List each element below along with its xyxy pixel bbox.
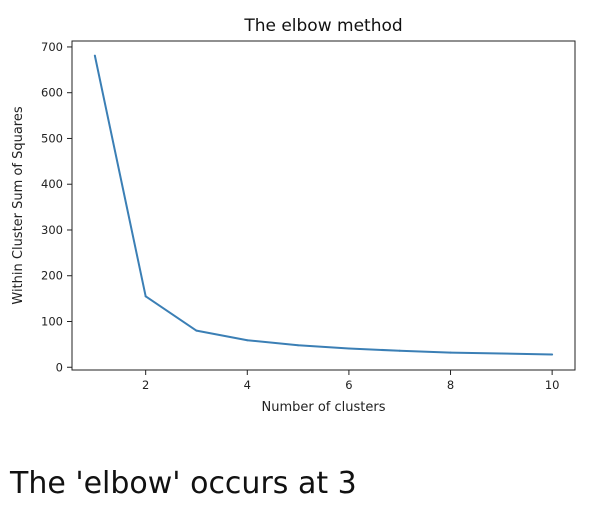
data-point	[347, 347, 350, 350]
x-tick-label: 10	[545, 378, 560, 392]
y-tick-label: 700	[41, 40, 63, 54]
data-point	[246, 339, 249, 342]
data-point	[500, 352, 503, 355]
y-tick-label: 100	[41, 314, 63, 328]
x-tick-label: 4	[244, 378, 251, 392]
elbow-chart: The elbow method 2 4 6 8 1001002003004005006…	[11, 16, 576, 415]
data-point	[398, 349, 401, 352]
x-tick-label: 8	[447, 378, 454, 392]
data-point	[93, 54, 96, 57]
y-tick-label: 600	[41, 86, 63, 100]
x-tick-label: 2	[142, 378, 149, 392]
y-tick-label: 0	[56, 360, 63, 374]
data-point	[144, 295, 147, 298]
data-point	[551, 353, 554, 356]
y-axis-label: Within Cluster Sum of Squares	[11, 106, 26, 304]
y-tick-label: 200	[41, 269, 63, 283]
plot-frame	[71, 40, 576, 371]
chart-title: The elbow method	[243, 16, 402, 36]
y-tick-label: 300	[41, 223, 63, 237]
caption-heading: The 'elbow' occurs at 3	[10, 466, 357, 501]
x-tick-label: 6	[345, 378, 352, 392]
data-point	[297, 344, 300, 347]
data-point	[195, 329, 198, 332]
x-axis-label: Number of clusters	[261, 400, 385, 415]
data-point	[449, 351, 452, 354]
y-tick-label: 400	[41, 177, 63, 191]
series-line	[93, 55, 553, 356]
y-tick-label: 500	[41, 131, 63, 145]
